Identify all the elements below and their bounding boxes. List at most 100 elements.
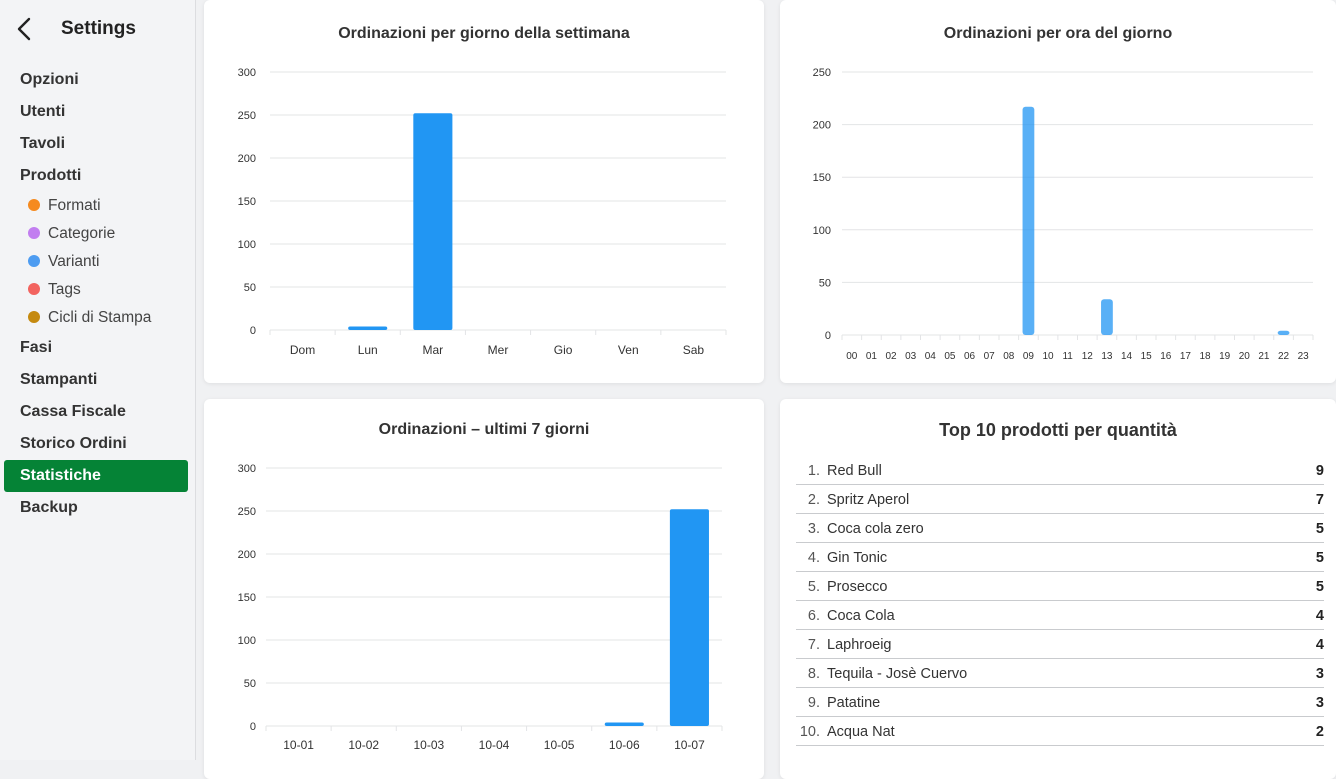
product-rank: 4.: [807, 550, 820, 566]
y-tick-label: 150: [238, 196, 256, 208]
top-product-row: 8. Tequila - Josè Cuervo 3: [796, 659, 1324, 688]
y-tick-label: 150: [813, 172, 831, 184]
sidebar-subitem-cicli-di-stampa[interactable]: Cicli di Stampa: [4, 304, 188, 332]
x-tick-label: 21: [1258, 351, 1270, 362]
product-quantity: 9: [1315, 463, 1324, 479]
y-tick-label: 250: [238, 110, 256, 122]
back-arrow-icon[interactable]: [14, 16, 38, 42]
product-rank: 1.: [807, 463, 820, 479]
y-tick-label: 150: [238, 592, 256, 604]
x-tick-label: 15: [1141, 351, 1153, 362]
chart-title: Ordinazioni per giorno della settimana: [338, 25, 630, 42]
x-tick-label: 14: [1121, 351, 1133, 362]
sidebar-item-fasi[interactable]: Fasi: [4, 332, 188, 364]
sidebar-item-label: Tags: [48, 281, 81, 298]
product-quantity: 2: [1315, 724, 1324, 740]
sidebar-subitem-formati[interactable]: Formati: [4, 192, 188, 220]
product-name: Coca Cola: [827, 608, 895, 624]
y-tick-label: 300: [238, 463, 256, 475]
last7-bar-chart: 0 50 100 150 200 250 300 10-01 10-02 10-03 10-04 10…: [238, 463, 723, 752]
sidebar-item-label: Statistiche: [20, 467, 101, 484]
y-tick-label: 0: [250, 721, 256, 733]
y-tick-label: 250: [238, 506, 256, 518]
x-tick-label: 22: [1278, 351, 1290, 362]
x-tick-label: 16: [1160, 351, 1172, 362]
x-tick-label: 02: [886, 351, 898, 362]
sidebar-item-utenti[interactable]: Utenti: [4, 96, 188, 128]
hour-bar-chart: 0 50 100 150 200 250 00 01 02 03 04 05 06 07 08 09 10 11 1…: [813, 67, 1314, 362]
y-tick-label: 200: [238, 153, 256, 165]
top-product-row: 10. Acqua Nat 2: [796, 717, 1324, 746]
product-quantity: 5: [1315, 550, 1324, 566]
y-tick-label: 0: [250, 325, 256, 337]
sidebar-title: Settings: [61, 18, 136, 39]
sidebar-item-label: Cicli di Stampa: [48, 309, 152, 326]
sidebar-item-backup[interactable]: Backup: [4, 492, 188, 524]
product-quantity: 4: [1315, 608, 1324, 624]
product-name: Gin Tonic: [827, 550, 888, 566]
sidebar-item-cassa-fiscale[interactable]: Cassa Fiscale: [4, 396, 188, 428]
weekday-bar-chart: 0 50 100 150 200 250 300 Dom Lun Mar Mer Gio Ven Sab: [238, 67, 727, 357]
x-tick-label: 18: [1200, 351, 1212, 362]
top-product-row: 9. Patatine 3: [796, 688, 1324, 717]
sidebar-subitem-categorie[interactable]: Categorie: [4, 220, 188, 248]
bar-Lun[interactable]: [348, 326, 388, 330]
chart-card-last7: Ordinazioni – ultimi 7 giorni 0 50 100 150 2…: [204, 399, 764, 779]
product-rank: 5.: [807, 579, 820, 595]
color-dot-icon: [28, 255, 40, 267]
sidebar-item-label: Fasi: [20, 339, 53, 356]
product-name: Coca cola zero: [827, 521, 924, 537]
x-tick-label: 19: [1219, 351, 1231, 362]
product-quantity: 3: [1315, 695, 1324, 711]
top-product-row: 1. Red Bull 9: [796, 456, 1324, 485]
color-dot-icon: [28, 227, 40, 239]
sidebar-item-label: Prodotti: [20, 167, 82, 184]
sidebar-subitem-varianti[interactable]: Varianti: [4, 248, 188, 276]
top-product-row: 7. Laphroeig 4: [796, 630, 1324, 659]
chart-card-weekday: Ordinazioni per giorno della settimana 0…: [204, 0, 764, 383]
sidebar-item-stampanti[interactable]: Stampanti: [4, 364, 188, 396]
x-tick-label: 01: [866, 351, 878, 362]
product-rank: 6.: [807, 608, 820, 624]
settings-sidebar: Settings Opzioni Utenti Tavoli Prodotti Form…: [0, 0, 196, 760]
x-tick-label: Ven: [618, 343, 639, 357]
color-dot-icon: [28, 283, 40, 295]
y-tick-label: 50: [244, 282, 256, 294]
sidebar-item-statistiche[interactable]: Statistiche: [4, 460, 188, 492]
sidebar-item-tavoli[interactable]: Tavoli: [4, 128, 188, 160]
x-tick-label: 10: [1043, 351, 1055, 362]
bar-13[interactable]: [1101, 299, 1113, 335]
x-tick-label: 17: [1180, 351, 1192, 362]
bar-09[interactable]: [1022, 106, 1035, 335]
x-tick-label: 10-01: [283, 738, 314, 752]
sidebar-item-storico-ordini[interactable]: Storico Ordini: [4, 428, 188, 460]
top-product-row: 3. Coca cola zero 5: [796, 514, 1324, 543]
bar-22[interactable]: [1277, 330, 1290, 335]
x-tick-label: Dom: [290, 343, 315, 357]
product-quantity: 3: [1315, 666, 1324, 682]
settings-nav: Opzioni Utenti Tavoli Prodotti Formati Catego…: [4, 64, 188, 524]
x-tick-label: Mar: [423, 343, 444, 357]
product-rank: 7.: [807, 637, 820, 653]
sidebar-item-opzioni[interactable]: Opzioni: [4, 64, 188, 96]
x-tick-label: 09: [1023, 351, 1035, 362]
x-tick-label: Mer: [488, 343, 509, 357]
product-name: Patatine: [827, 695, 881, 711]
bar-10-06[interactable]: [604, 722, 644, 726]
color-dot-icon: [28, 311, 40, 323]
x-tick-label: 12: [1082, 351, 1094, 362]
top-products-title: Top 10 prodotti per quantità: [939, 420, 1177, 440]
sidebar-subitem-tags[interactable]: Tags: [4, 276, 188, 304]
product-name: Acqua Nat: [827, 724, 895, 740]
top-product-row: 4. Gin Tonic 5: [796, 543, 1324, 572]
bar-10-07[interactable]: [669, 509, 709, 726]
y-tick-label: 100: [238, 635, 256, 647]
y-tick-label: 300: [238, 67, 256, 79]
sidebar-item-label: Utenti: [20, 103, 66, 120]
sidebar-item-label: Formati: [48, 197, 101, 214]
sidebar-item-prodotti[interactable]: Prodotti: [4, 160, 188, 192]
product-rank: 9.: [807, 695, 820, 711]
top-products-card: Top 10 prodotti per quantità: [780, 399, 1336, 779]
x-tick-label: 10-04: [479, 738, 510, 752]
bar-Mar[interactable]: [413, 113, 453, 330]
